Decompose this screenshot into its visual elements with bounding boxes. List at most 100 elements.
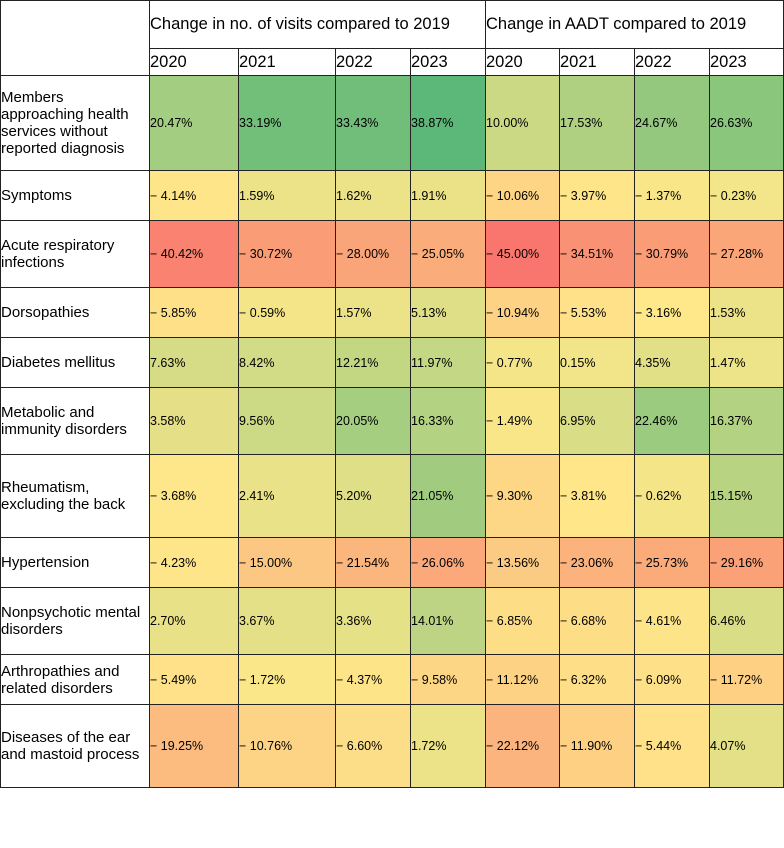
heat-cell-visits-2020: − 19.25% <box>149 704 239 788</box>
row-label: Metabolic and immunity disorders <box>0 387 150 455</box>
heat-cell-visits-2021: 1.59% <box>238 170 336 221</box>
heat-cell-aadt-2022: − 6.09% <box>634 654 710 705</box>
heat-cell-aadt-2021: − 6.32% <box>559 654 635 705</box>
heat-cell-visits-2021: 2.41% <box>238 454 336 538</box>
row-label: Arthropathies and related disorders <box>0 654 150 705</box>
heat-cell-visits-2020: − 3.68% <box>149 454 239 538</box>
heat-cell-visits-2020: 7.63% <box>149 337 239 388</box>
heat-cell-aadt-2022: − 1.37% <box>634 170 710 221</box>
heat-cell-aadt-2021: − 5.53% <box>559 287 635 338</box>
heat-cell-aadt-2020: − 13.56% <box>485 537 560 588</box>
heat-cell-aadt-2022: 22.46% <box>634 387 710 455</box>
heat-cell-aadt-2020: − 22.12% <box>485 704 560 788</box>
heat-cell-aadt-2021: − 6.68% <box>559 587 635 655</box>
heat-cell-aadt-2020: − 6.85% <box>485 587 560 655</box>
year-header-aadt-2022: 2022 <box>634 48 710 76</box>
year-header-visits-2022: 2022 <box>335 48 411 76</box>
heat-cell-aadt-2023: − 27.28% <box>708 220 784 288</box>
heat-cell-visits-2022: − 6.60% <box>335 704 411 788</box>
heat-cell-aadt-2020: − 11.12% <box>485 654 560 705</box>
heat-cell-aadt-2020: − 0.77% <box>485 337 560 388</box>
heatmap-table: Change in no. of visits compared to 2019… <box>0 0 784 788</box>
table-row: Diabetes mellitus 7.63% 8.42% 12.21% 11.97% −… <box>0 337 784 388</box>
heat-cell-visits-2022: 3.36% <box>335 587 411 655</box>
heat-cell-aadt-2023: − 29.16% <box>708 537 784 588</box>
heat-cell-visits-2020: 3.58% <box>149 387 239 455</box>
heat-cell-aadt-2022: − 4.61% <box>634 587 710 655</box>
row-label: Rheumatism, excluding the back <box>0 454 150 538</box>
table-row: Acute respiratory infections − 40.42% − 30… <box>0 220 784 288</box>
heat-cell-visits-2023: 38.87% <box>410 75 486 171</box>
heat-cell-visits-2022: − 28.00% <box>335 220 411 288</box>
heat-cell-visits-2020: − 40.42% <box>149 220 239 288</box>
heat-cell-visits-2020: 2.70% <box>149 587 239 655</box>
heat-cell-aadt-2022: 4.35% <box>634 337 710 388</box>
heat-cell-visits-2023: 1.72% <box>410 704 486 788</box>
heat-cell-aadt-2023: 26.63% <box>708 75 784 171</box>
heat-cell-visits-2022: 20.05% <box>335 387 411 455</box>
heat-cell-visits-2022: 1.57% <box>335 287 411 338</box>
group-header-aadt: Change in AADT compared to 2019 <box>484 0 784 49</box>
heat-cell-aadt-2022: 24.67% <box>634 75 710 171</box>
heat-cell-visits-2022: − 4.37% <box>335 654 411 705</box>
heat-cell-aadt-2022: − 3.16% <box>634 287 710 338</box>
year-header-visits-2020: 2020 <box>149 48 239 76</box>
heat-cell-aadt-2022: − 30.79% <box>634 220 710 288</box>
heat-cell-aadt-2021: − 34.51% <box>559 220 635 288</box>
heat-cell-visits-2023: 5.13% <box>410 287 486 338</box>
heat-cell-aadt-2020: − 45.00% <box>485 220 560 288</box>
heat-cell-aadt-2023: − 0.23% <box>708 170 784 221</box>
heat-cell-visits-2020: − 5.49% <box>149 654 239 705</box>
year-header-aadt-2021: 2021 <box>559 48 635 76</box>
row-label: Nonpsychotic mental disorders <box>0 587 150 655</box>
heat-cell-aadt-2023: 1.47% <box>708 337 784 388</box>
heat-cell-visits-2023: − 25.05% <box>410 220 486 288</box>
heat-cell-visits-2021: − 1.72% <box>238 654 336 705</box>
heat-cell-visits-2020: − 4.14% <box>149 170 239 221</box>
heat-cell-aadt-2021: − 3.81% <box>559 454 635 538</box>
heat-cell-aadt-2020: − 10.94% <box>485 287 560 338</box>
heat-cell-visits-2021: − 15.00% <box>238 537 336 588</box>
heat-cell-visits-2023: 1.91% <box>410 170 486 221</box>
heat-cell-aadt-2023: 4.07% <box>708 704 784 788</box>
heat-cell-visits-2021: − 30.72% <box>238 220 336 288</box>
heat-cell-aadt-2022: − 5.44% <box>634 704 710 788</box>
heat-cell-visits-2020: 20.47% <box>149 75 239 171</box>
heatmap-body: Members approaching health services with… <box>0 75 784 788</box>
heat-cell-visits-2023: 14.01% <box>410 587 486 655</box>
table-row: Symptoms − 4.14% 1.59% 1.62% 1.91% − 10.06% − … <box>0 170 784 221</box>
heat-cell-aadt-2023: 15.15% <box>708 454 784 538</box>
heat-cell-visits-2022: 5.20% <box>335 454 411 538</box>
row-label: Diabetes mellitus <box>0 337 150 388</box>
heat-cell-visits-2022: 1.62% <box>335 170 411 221</box>
heat-cell-aadt-2021: 6.95% <box>559 387 635 455</box>
heat-cell-visits-2020: − 4.23% <box>149 537 239 588</box>
heat-cell-visits-2023: − 26.06% <box>410 537 486 588</box>
heat-cell-aadt-2020: − 9.30% <box>485 454 560 538</box>
table-row: Metabolic and immunity disorders 3.58% 9.5… <box>0 387 784 455</box>
row-label: Dorsopathies <box>0 287 150 338</box>
year-header-visits-2023: 2023 <box>410 48 486 76</box>
table-row: Rheumatism, excluding the back − 3.68% 2.4… <box>0 454 784 538</box>
heat-cell-aadt-2021: − 11.90% <box>559 704 635 788</box>
year-header-visits-2021: 2021 <box>238 48 336 76</box>
heat-cell-visits-2023: 16.33% <box>410 387 486 455</box>
heat-cell-visits-2021: 8.42% <box>238 337 336 388</box>
heat-cell-aadt-2022: − 25.73% <box>634 537 710 588</box>
heat-cell-aadt-2020: 10.00% <box>485 75 560 171</box>
table-row: Diseases of the ear and mastoid process −… <box>0 704 784 788</box>
heat-cell-aadt-2021: 17.53% <box>559 75 635 171</box>
heat-cell-visits-2023: 11.97% <box>410 337 486 388</box>
heat-cell-visits-2021: 3.67% <box>238 587 336 655</box>
table-row: Hypertension − 4.23% − 15.00% − 21.54% − 26.… <box>0 537 784 588</box>
table-row: Dorsopathies − 5.85% − 0.59% 1.57% 5.13% − 10… <box>0 287 784 338</box>
row-label: Members approaching health services with… <box>0 75 150 171</box>
heat-cell-aadt-2020: − 10.06% <box>485 170 560 221</box>
heat-cell-aadt-2021: − 23.06% <box>559 537 635 588</box>
table-row: Nonpsychotic mental disorders 2.70% 3.67% 3… <box>0 587 784 655</box>
heat-cell-aadt-2023: 6.46% <box>708 587 784 655</box>
row-label: Acute respiratory infections <box>0 220 150 288</box>
heat-cell-visits-2021: 33.19% <box>238 75 336 171</box>
group-header-visits: Change in no. of visits compared to 2019 <box>149 0 486 49</box>
table-row: Members approaching health services with… <box>0 75 784 171</box>
